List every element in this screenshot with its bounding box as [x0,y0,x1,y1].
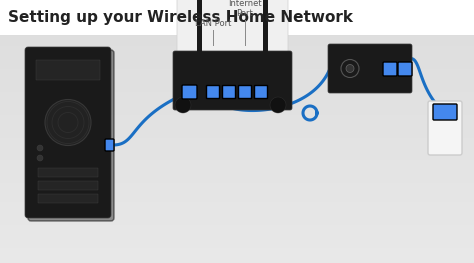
Bar [0,145,474,149]
FancyBboxPatch shape [398,62,412,76]
Bar [0,240,474,244]
Bar [0,205,474,210]
Bar [0,34,474,39]
Bar [0,53,474,58]
Circle shape [37,145,43,151]
Bar [0,107,474,111]
Bar [0,202,474,206]
Text: Setting up your Wireless Home Network: Setting up your Wireless Home Network [8,10,353,25]
Bar [197,0,202,53]
Bar [0,126,474,130]
Bar [0,232,474,236]
Bar [0,236,474,240]
FancyBboxPatch shape [255,85,267,99]
Circle shape [45,99,91,145]
FancyBboxPatch shape [28,50,114,221]
Bar [0,46,474,50]
Bar [0,160,474,164]
Bar [0,225,474,229]
Bar [0,179,474,183]
Bar [0,164,474,168]
FancyBboxPatch shape [182,85,197,99]
Bar [0,141,474,145]
Bar [0,183,474,187]
Bar [0,76,474,80]
Bar [0,95,474,100]
Bar [0,57,474,62]
Bar [0,244,474,248]
Bar [0,88,474,92]
Bar [0,73,474,77]
Bar [0,259,474,263]
Bar [0,217,474,221]
Bar [36,60,100,80]
Bar [0,103,474,107]
Bar [0,38,474,43]
Bar [0,190,474,195]
Bar [263,0,268,53]
FancyBboxPatch shape [105,139,114,151]
Bar [0,35,474,36]
Bar [0,228,474,232]
Bar [38,168,98,177]
Bar [0,69,474,73]
Text: LAN Port: LAN Port [195,19,231,28]
Bar [0,92,474,96]
Bar [0,149,474,153]
Bar [0,110,474,115]
FancyBboxPatch shape [238,85,252,99]
Bar [0,129,474,134]
Bar [0,221,474,225]
FancyBboxPatch shape [328,44,412,93]
Bar [0,65,474,69]
Bar [0,50,474,54]
Bar [38,194,98,203]
Bar [0,255,474,259]
Circle shape [37,155,43,161]
Bar [0,209,474,214]
Bar [0,251,474,255]
Bar [0,247,474,252]
FancyBboxPatch shape [428,101,462,155]
Bar [0,194,474,198]
Bar [0,137,474,141]
Bar [38,181,98,190]
Bar [0,0,474,35]
Circle shape [175,97,191,113]
Circle shape [346,64,354,73]
Text: Internet
Port: Internet Port [228,0,262,18]
Bar [0,213,474,218]
Circle shape [270,97,286,113]
Bar [0,152,474,156]
Bar [0,99,474,103]
Bar [0,133,474,138]
FancyBboxPatch shape [177,0,288,58]
Bar [0,168,474,172]
Bar [0,171,474,176]
Bar [0,42,474,46]
Circle shape [341,59,359,78]
Bar [0,156,474,160]
Bar [0,198,474,202]
Bar [0,80,474,84]
Bar [0,84,474,88]
Bar [0,61,474,65]
Bar [0,118,474,122]
Bar [0,122,474,126]
Bar [0,186,474,191]
FancyBboxPatch shape [25,47,111,218]
FancyBboxPatch shape [222,85,236,99]
FancyBboxPatch shape [207,85,219,99]
FancyBboxPatch shape [433,104,457,120]
FancyBboxPatch shape [173,51,292,110]
Bar [0,175,474,179]
FancyBboxPatch shape [383,62,397,76]
Bar [0,114,474,119]
